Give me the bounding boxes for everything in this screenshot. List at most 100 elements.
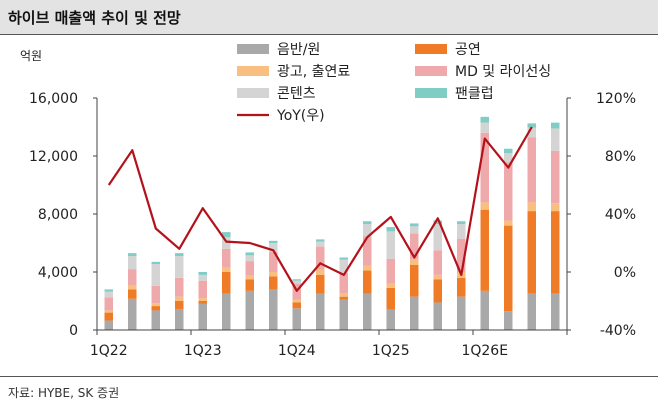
bar-segment bbox=[151, 306, 160, 311]
bar-segment bbox=[292, 280, 301, 284]
bar-segment bbox=[480, 116, 489, 123]
bar-segment bbox=[339, 293, 348, 297]
legend-label: 공연 bbox=[455, 42, 481, 58]
bar-segment bbox=[222, 232, 231, 238]
bar-segment bbox=[104, 291, 113, 298]
axes bbox=[93, 97, 571, 335]
bar-segment bbox=[504, 148, 513, 154]
y-tick-label: 16,000 bbox=[29, 91, 78, 107]
bar-segment bbox=[480, 290, 489, 330]
bar-segment bbox=[527, 127, 536, 138]
bar-segment bbox=[292, 279, 301, 281]
bar-segment bbox=[339, 257, 348, 260]
left-axis-labels: 0 4,000 8,000 12,000 16,000 bbox=[29, 91, 78, 339]
bar-segment bbox=[339, 272, 348, 294]
bar-segment bbox=[104, 297, 113, 311]
bar-segment bbox=[269, 272, 278, 277]
legend-label: 음반/원 bbox=[277, 42, 320, 58]
bar-segment bbox=[433, 224, 442, 251]
bar-segment bbox=[386, 227, 395, 232]
bars bbox=[104, 116, 560, 330]
bar-segment bbox=[480, 209, 489, 291]
bar-segment bbox=[175, 296, 184, 301]
bar-segment bbox=[245, 275, 254, 280]
bar-segment bbox=[128, 285, 137, 290]
bar-segment bbox=[175, 256, 184, 278]
y2-tick-label: 120% bbox=[596, 91, 636, 107]
bar-segment bbox=[128, 256, 137, 270]
bar-segment bbox=[410, 226, 419, 234]
bar-segment bbox=[527, 293, 536, 330]
y2-tick-label: 40% bbox=[605, 207, 636, 223]
x-axis-labels: 1Q22 1Q23 1Q24 1Q25 1Q26E bbox=[90, 343, 508, 359]
bar-segment bbox=[222, 248, 231, 268]
bar-segment bbox=[104, 289, 113, 292]
bar-segment bbox=[151, 264, 160, 286]
legend-label: MD 및 라이선싱 bbox=[455, 64, 551, 80]
bar-segment bbox=[198, 280, 207, 299]
bar-segment bbox=[551, 293, 560, 330]
bar-segment bbox=[363, 224, 372, 237]
bar-segment bbox=[316, 269, 325, 275]
bar-segment bbox=[480, 122, 489, 133]
y2-tick-label: 0% bbox=[614, 265, 636, 281]
bar-segment bbox=[104, 310, 113, 313]
x-tick-label: 1Q23 bbox=[184, 343, 222, 359]
bar-segment bbox=[316, 274, 325, 294]
y-tick-label: 4,000 bbox=[38, 265, 78, 281]
bar-segment bbox=[527, 211, 536, 294]
bar-segment bbox=[245, 261, 254, 276]
y-tick-label: 8,000 bbox=[38, 207, 78, 223]
bar-segment bbox=[151, 285, 160, 304]
bar-segment bbox=[410, 296, 419, 330]
bar-segment bbox=[245, 252, 254, 256]
bar-segment bbox=[410, 264, 419, 297]
bar-segment bbox=[433, 302, 442, 330]
bar-segment bbox=[222, 267, 231, 272]
bar-segment bbox=[457, 238, 466, 272]
bar-segment bbox=[245, 290, 254, 330]
bar-segment bbox=[551, 150, 560, 204]
bar-segment bbox=[363, 221, 372, 225]
bar-segment bbox=[551, 122, 560, 129]
bar-segment bbox=[175, 277, 184, 297]
yoy-line-path bbox=[107, 126, 533, 292]
bar-segment bbox=[363, 270, 372, 294]
bar-segment bbox=[128, 253, 137, 257]
legend-swatch bbox=[237, 44, 269, 54]
bar-segment bbox=[386, 258, 395, 284]
bar-segment bbox=[551, 128, 560, 151]
bar-segment bbox=[269, 276, 278, 290]
bar-segment bbox=[151, 310, 160, 330]
y-tick-label: 0 bbox=[69, 323, 78, 339]
bar-segment bbox=[222, 237, 231, 249]
bar-segment bbox=[504, 162, 513, 221]
legend-label: YoY(우) bbox=[276, 108, 325, 124]
bar-segment bbox=[457, 296, 466, 330]
bar-segment bbox=[339, 259, 348, 273]
bar-segment bbox=[480, 132, 489, 203]
right-axis-labels: -40% 0% 40% 80% 120% bbox=[596, 91, 636, 339]
source-note: 자료: HYBE, SK 증권 bbox=[8, 386, 120, 400]
bar-segment bbox=[386, 287, 395, 310]
bar-segment bbox=[104, 312, 113, 321]
bar-segment bbox=[433, 220, 442, 225]
bar-segment bbox=[410, 259, 419, 265]
bar-segment bbox=[104, 320, 113, 330]
bar-segment bbox=[269, 243, 278, 252]
bar-segment bbox=[363, 236, 372, 266]
legend-label: 팬클럽 bbox=[455, 86, 494, 102]
bar-segment bbox=[222, 293, 231, 330]
bar-segment bbox=[551, 211, 560, 294]
legend-swatch bbox=[415, 44, 447, 54]
bar-segment bbox=[386, 309, 395, 330]
bar-segment bbox=[363, 293, 372, 330]
bar-segment bbox=[316, 246, 325, 270]
bar-segment bbox=[269, 240, 278, 243]
chart-title: 하이브 매출액 추이 및 전망 bbox=[8, 9, 181, 27]
bar-segment bbox=[292, 299, 301, 303]
bar-segment bbox=[198, 301, 207, 304]
top-rule bbox=[0, 34, 658, 35]
bar-segment bbox=[128, 298, 137, 330]
bar-segment bbox=[245, 279, 254, 291]
